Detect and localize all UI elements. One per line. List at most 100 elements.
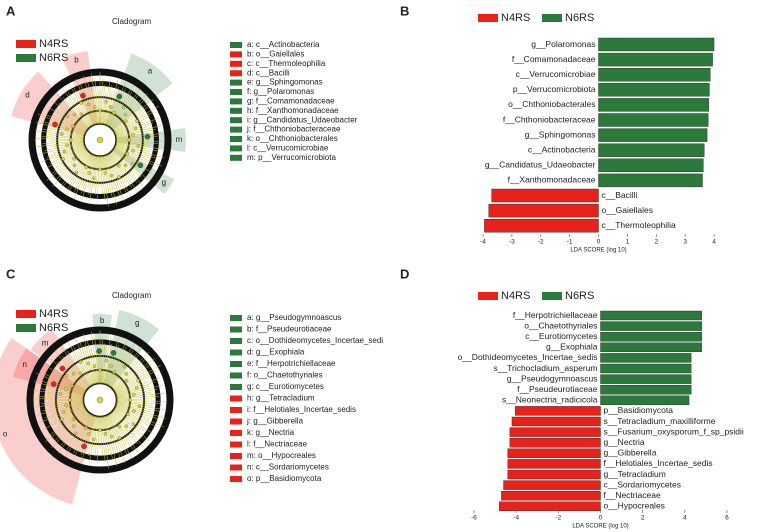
cladogram-branch xyxy=(91,73,99,124)
panel-label: B xyxy=(400,3,409,18)
cladogram-branch xyxy=(113,409,140,431)
cladogram-node xyxy=(131,422,136,427)
cladogram-branch xyxy=(111,151,136,175)
taxon-label: j: g__Gibberella xyxy=(246,417,304,426)
cladogram-node xyxy=(73,431,78,436)
cladogram-branch xyxy=(81,155,95,194)
taxon-swatch xyxy=(230,384,242,390)
bar xyxy=(507,459,601,469)
bar-category-label: g__Sphingomonas xyxy=(525,129,596,139)
cladogram-branch xyxy=(34,381,84,396)
legend-swatch xyxy=(16,324,36,332)
bar xyxy=(509,438,601,448)
cladogram-node xyxy=(108,105,113,109)
cladogram-branch xyxy=(57,413,90,454)
cladogram-node xyxy=(65,127,69,132)
cladogram-branch xyxy=(58,150,88,175)
taxon-swatch xyxy=(230,145,242,152)
cladogram-branch xyxy=(43,121,85,136)
cladogram-node xyxy=(123,112,128,117)
cladogram-branch xyxy=(47,106,87,132)
bar xyxy=(598,173,703,188)
cladogram-node xyxy=(109,173,114,178)
bar-category-label: p__Basidiomycota xyxy=(604,405,674,415)
taxon-swatch xyxy=(230,476,242,482)
clade-label: m xyxy=(176,135,183,144)
cladogram-node xyxy=(123,163,128,168)
clade-wedge xyxy=(11,71,88,136)
cladogram-branch xyxy=(101,416,106,463)
cladogram-node xyxy=(125,152,130,156)
cladogram-branch xyxy=(47,387,84,397)
legend-swatch xyxy=(16,40,36,48)
cladogram-branch xyxy=(114,111,155,133)
cladogram-branch xyxy=(35,138,84,140)
cladogram-branch xyxy=(87,416,97,457)
cladogram-node xyxy=(127,138,131,142)
cladogram-branch xyxy=(116,401,153,406)
taxon-swatch xyxy=(230,453,242,459)
cladogram-branch xyxy=(107,414,127,454)
cladogram-branch xyxy=(111,93,148,129)
cladogram-branch xyxy=(115,125,162,137)
cladogram-branch xyxy=(95,156,99,195)
cladogram-branch xyxy=(68,413,91,444)
legend-label: N6RS xyxy=(39,52,68,64)
cladogram-branch xyxy=(106,154,122,188)
taxon-swatch xyxy=(230,464,242,471)
taxon-swatch xyxy=(230,51,242,58)
cladogram-branch xyxy=(107,88,126,126)
cladogram-branch xyxy=(114,147,149,166)
taxon-swatch xyxy=(230,349,242,356)
cladogram-branch xyxy=(67,350,91,387)
cladogram-branch xyxy=(115,144,164,159)
bar-category-label: o__Gaiellales xyxy=(602,205,654,215)
cladogram-branch xyxy=(36,372,85,394)
cladogram-node xyxy=(64,403,68,408)
taxon-label: o: p__Basidiomycota xyxy=(247,474,322,483)
cladogram-node xyxy=(109,364,113,368)
taxon-label: b: f__Pseudeurotiaceae xyxy=(247,325,332,334)
cladogram-branch xyxy=(106,81,127,126)
taxon-swatch xyxy=(230,361,242,367)
taxon-label: m: p__Verrucomicrobiota xyxy=(247,153,336,162)
legend-swatch xyxy=(16,54,36,62)
cladogram-branch xyxy=(65,414,92,458)
taxon-swatch xyxy=(230,441,242,448)
cladogram-branch xyxy=(55,352,89,388)
bar-category-label: g__Nectria xyxy=(604,437,645,447)
clade-label: g xyxy=(162,178,166,187)
panel-label: C xyxy=(6,266,16,281)
cladogram-branch xyxy=(109,153,138,192)
cladogram-branch xyxy=(54,108,87,131)
cladogram-branch xyxy=(103,155,117,205)
cladogram-branch xyxy=(112,150,149,180)
cladogram-branch xyxy=(110,152,138,183)
cladogram-branch xyxy=(68,92,92,127)
cladogram-branch xyxy=(48,406,85,425)
cladogram-node xyxy=(110,434,114,439)
cladogram-branch xyxy=(116,403,153,413)
cladogram-branch xyxy=(67,153,92,189)
cladogram-branch xyxy=(61,110,88,131)
cladogram-branch xyxy=(115,144,157,159)
cladogram-branch xyxy=(116,386,149,396)
cladogram: d b a m g xyxy=(11,50,186,212)
cladogram-branch xyxy=(83,75,97,125)
cladogram-branch xyxy=(88,155,97,195)
cladogram-branch xyxy=(112,411,143,439)
cladogram-branch xyxy=(103,92,113,125)
cladogram-root xyxy=(96,396,104,404)
cladogram-node xyxy=(65,143,69,147)
cladogram-branch xyxy=(114,370,157,393)
cladogram-branch xyxy=(101,350,107,384)
cladogram-branch xyxy=(33,398,84,400)
cladogram-branch xyxy=(115,375,152,394)
biomarker-node xyxy=(80,92,86,99)
bar-category-label: f__Chthoniobacteraceae xyxy=(503,114,596,124)
cladogram-node xyxy=(117,436,122,440)
bar-category-label: f__Xanthomonadaceae xyxy=(508,175,596,185)
taxon-label: h: f__Xanthomonadaceae xyxy=(247,106,339,115)
taxon-label: b: o__Gaiellales xyxy=(247,50,304,59)
